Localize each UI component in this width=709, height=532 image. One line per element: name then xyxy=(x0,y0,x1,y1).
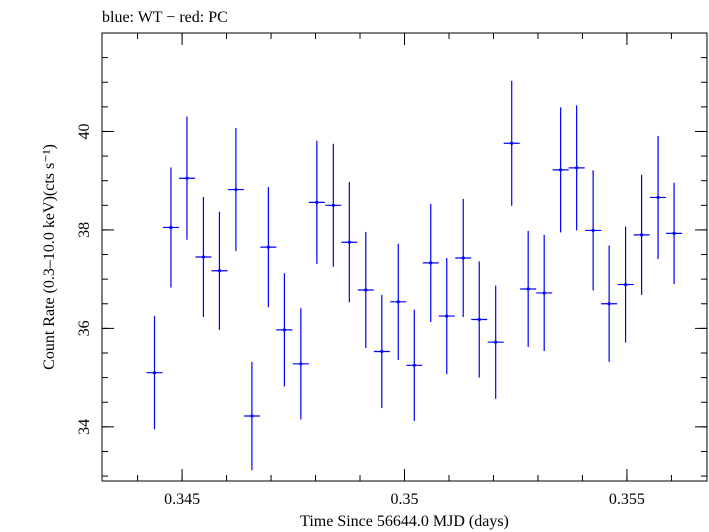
data-point xyxy=(341,182,358,303)
point-marker xyxy=(542,291,546,295)
point-marker xyxy=(575,166,579,170)
data-point xyxy=(308,140,325,264)
data-point xyxy=(146,316,163,430)
data-point xyxy=(585,170,602,291)
data-point xyxy=(650,135,667,259)
point-marker xyxy=(266,245,270,249)
data-point xyxy=(552,107,569,233)
data-point xyxy=(455,198,472,318)
data-point xyxy=(633,174,650,295)
point-marker xyxy=(412,363,416,367)
point-marker xyxy=(282,328,286,332)
data-point xyxy=(178,116,195,240)
point-marker xyxy=(331,203,335,207)
data-point xyxy=(390,243,407,360)
data-point xyxy=(536,234,553,352)
data-point xyxy=(211,211,228,330)
axis-tick-labels: 0.345 0.35 0.355 34 36 38 40 xyxy=(76,123,645,508)
point-marker xyxy=(380,349,384,354)
data-points xyxy=(146,80,683,471)
point-marker xyxy=(640,233,644,237)
point-marker xyxy=(445,314,449,318)
data-point xyxy=(276,273,293,387)
y-tick-label: 34 xyxy=(76,419,93,435)
y-tick-label: 38 xyxy=(76,222,93,238)
data-point xyxy=(471,261,488,378)
point-marker xyxy=(477,317,481,322)
x-tick-label: 0.35 xyxy=(391,491,419,508)
data-point xyxy=(422,203,439,322)
point-marker xyxy=(364,288,368,292)
data-point xyxy=(292,308,309,420)
y-axis-label: Count Rate (0.3–10.0 keV)(cts s⁻¹) xyxy=(41,144,58,370)
point-marker xyxy=(217,269,222,273)
x-tick-label: 0.355 xyxy=(609,491,645,508)
point-marker xyxy=(656,195,660,200)
point-marker xyxy=(672,231,676,235)
data-point xyxy=(162,167,179,288)
point-marker xyxy=(250,414,254,418)
point-marker xyxy=(591,228,595,233)
data-point xyxy=(503,80,520,206)
point-marker xyxy=(429,261,433,265)
point-marker xyxy=(315,200,319,204)
point-marker xyxy=(201,255,206,259)
data-point xyxy=(601,245,618,362)
data-point xyxy=(617,226,634,343)
data-point xyxy=(325,143,342,267)
data-point xyxy=(666,182,683,285)
point-marker xyxy=(396,300,400,304)
data-point xyxy=(520,230,537,348)
data-point xyxy=(260,187,277,308)
chart-title: blue: WT − red: PC xyxy=(102,9,228,26)
axis-ticks xyxy=(102,32,707,481)
point-marker xyxy=(461,256,465,260)
point-marker xyxy=(152,371,157,375)
data-point xyxy=(357,231,374,349)
data-point xyxy=(227,128,244,252)
data-point xyxy=(373,294,390,409)
y-tick-label: 36 xyxy=(76,320,93,336)
point-marker xyxy=(185,176,189,180)
data-point xyxy=(568,105,585,231)
data-point xyxy=(243,361,260,471)
point-marker xyxy=(347,240,351,244)
point-marker xyxy=(494,340,498,344)
point-marker xyxy=(234,187,238,192)
data-point xyxy=(438,257,455,375)
point-marker xyxy=(559,168,563,172)
x-axis-label: Time Since 56644.0 MJD (days) xyxy=(300,513,509,530)
y-tick-label: 40 xyxy=(76,123,93,139)
point-marker xyxy=(623,282,628,287)
data-point xyxy=(195,196,212,318)
point-marker xyxy=(299,362,303,366)
point-marker xyxy=(526,287,530,291)
data-point xyxy=(406,309,423,421)
point-marker xyxy=(607,302,611,306)
point-marker xyxy=(510,141,514,145)
x-tick-label: 0.345 xyxy=(164,491,200,508)
data-point xyxy=(487,285,504,399)
point-marker xyxy=(169,225,173,230)
